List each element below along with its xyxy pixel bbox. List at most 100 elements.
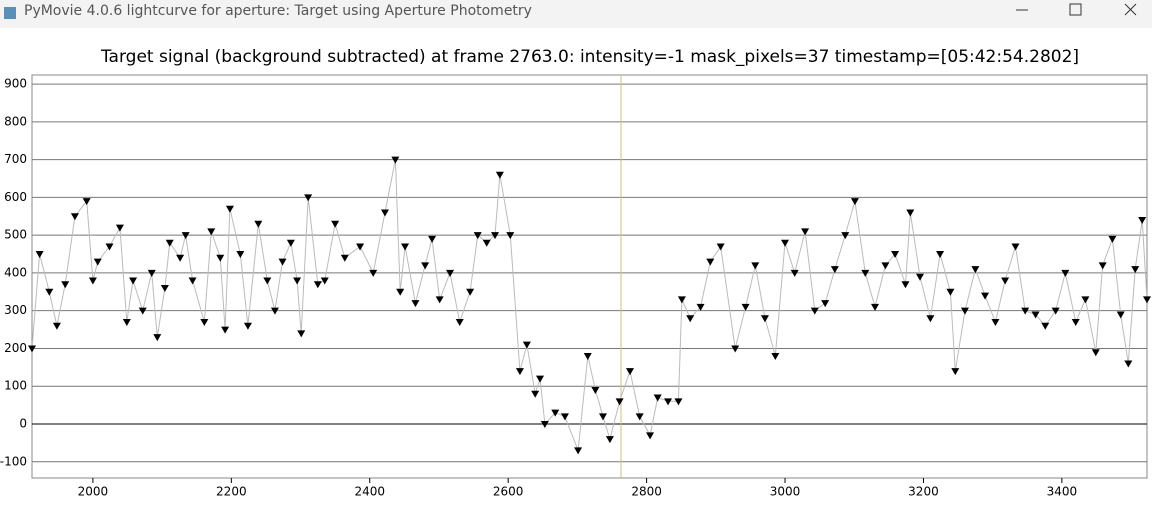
data-point bbox=[810, 307, 819, 315]
title-bar bbox=[0, 0, 1152, 28]
data-point bbox=[200, 319, 209, 327]
close-button[interactable] bbox=[1124, 3, 1137, 16]
data-point bbox=[781, 239, 790, 247]
data-point bbox=[160, 285, 169, 293]
data-point bbox=[122, 319, 131, 327]
data-point bbox=[706, 258, 715, 266]
data-point bbox=[270, 307, 279, 315]
y-tick-label: 500 bbox=[4, 228, 27, 242]
data-point bbox=[369, 269, 378, 277]
data-point bbox=[731, 345, 740, 353]
data-point bbox=[165, 239, 174, 247]
data-point bbox=[598, 413, 607, 421]
y-tick-label: 900 bbox=[4, 77, 27, 91]
data-point bbox=[105, 243, 114, 251]
data-point bbox=[473, 232, 482, 240]
data-point bbox=[1143, 296, 1151, 304]
data-point bbox=[188, 277, 197, 285]
data-point bbox=[428, 235, 437, 243]
x-tick-label: 2600 bbox=[493, 485, 524, 499]
data-point bbox=[981, 292, 990, 300]
data-point bbox=[1098, 262, 1107, 270]
data-point bbox=[664, 398, 673, 406]
data-point bbox=[653, 394, 662, 402]
data-point bbox=[591, 386, 600, 394]
data-point bbox=[401, 243, 410, 251]
data-point bbox=[906, 209, 915, 217]
data-point bbox=[254, 220, 263, 228]
data-point bbox=[1011, 243, 1020, 251]
y-tick-label: 0 bbox=[19, 416, 27, 430]
data-point bbox=[605, 436, 614, 444]
data-point bbox=[207, 228, 216, 236]
data-point bbox=[946, 288, 955, 296]
data-point bbox=[243, 322, 252, 330]
data-point bbox=[320, 277, 329, 285]
data-point bbox=[435, 296, 444, 304]
data-point bbox=[263, 277, 272, 285]
data-point bbox=[716, 243, 725, 251]
data-point bbox=[153, 334, 162, 342]
data-point bbox=[88, 277, 97, 285]
data-point bbox=[495, 171, 504, 179]
data-point bbox=[421, 262, 430, 270]
data-point bbox=[176, 254, 185, 262]
data-point bbox=[536, 375, 545, 383]
x-tick-label: 2400 bbox=[354, 485, 385, 499]
data-point bbox=[1031, 311, 1040, 319]
data-point bbox=[70, 213, 79, 221]
data-point bbox=[225, 205, 234, 213]
x-tick-label: 3400 bbox=[1047, 485, 1078, 499]
data-point bbox=[1061, 269, 1070, 277]
data-point bbox=[696, 303, 705, 311]
chart-title: Target signal (background subtracted) at… bbox=[100, 47, 1079, 67]
y-tick-label: 300 bbox=[4, 303, 27, 317]
maximize-button[interactable] bbox=[1069, 3, 1082, 16]
data-point bbox=[313, 281, 322, 289]
data-point bbox=[741, 303, 750, 311]
data-point bbox=[760, 315, 769, 323]
data-point bbox=[61, 281, 70, 289]
data-point bbox=[1021, 307, 1030, 315]
data-point bbox=[1108, 235, 1117, 243]
data-point bbox=[181, 232, 190, 240]
data-point bbox=[960, 307, 969, 315]
y-tick-label: 400 bbox=[4, 265, 27, 279]
data-point bbox=[677, 296, 686, 304]
data-point bbox=[686, 315, 695, 323]
x-tick-label: 3200 bbox=[908, 485, 939, 499]
window-title: PyMovie 4.0.6 lightcurve for aperture: T… bbox=[24, 3, 532, 19]
data-point bbox=[466, 288, 475, 296]
data-point bbox=[625, 368, 634, 376]
data-point bbox=[891, 251, 900, 259]
data-point bbox=[278, 258, 287, 266]
data-point bbox=[1124, 360, 1133, 368]
data-point bbox=[115, 224, 124, 232]
data-point bbox=[646, 432, 655, 440]
data-point bbox=[1116, 311, 1125, 319]
data-point bbox=[491, 232, 500, 240]
data-point bbox=[293, 277, 302, 285]
data-point bbox=[1071, 319, 1080, 327]
data-point bbox=[674, 398, 683, 406]
y-tick-label: 800 bbox=[4, 114, 27, 128]
data-point bbox=[751, 262, 760, 270]
data-point bbox=[216, 254, 225, 262]
data-point bbox=[236, 251, 245, 259]
plot-area bbox=[31, 74, 1148, 479]
data-point bbox=[147, 269, 156, 277]
data-point bbox=[340, 254, 349, 262]
data-point bbox=[411, 300, 420, 308]
data-point bbox=[971, 266, 980, 274]
data-point bbox=[821, 300, 830, 308]
data-point bbox=[1131, 266, 1140, 274]
data-point bbox=[304, 194, 313, 202]
y-tick-label: 200 bbox=[4, 341, 27, 355]
data-point bbox=[870, 303, 879, 311]
data-point bbox=[841, 232, 850, 240]
app-icon bbox=[4, 7, 16, 19]
data-point bbox=[396, 288, 405, 296]
data-point bbox=[850, 198, 859, 206]
data-point bbox=[991, 319, 1000, 327]
data-point bbox=[881, 262, 890, 270]
